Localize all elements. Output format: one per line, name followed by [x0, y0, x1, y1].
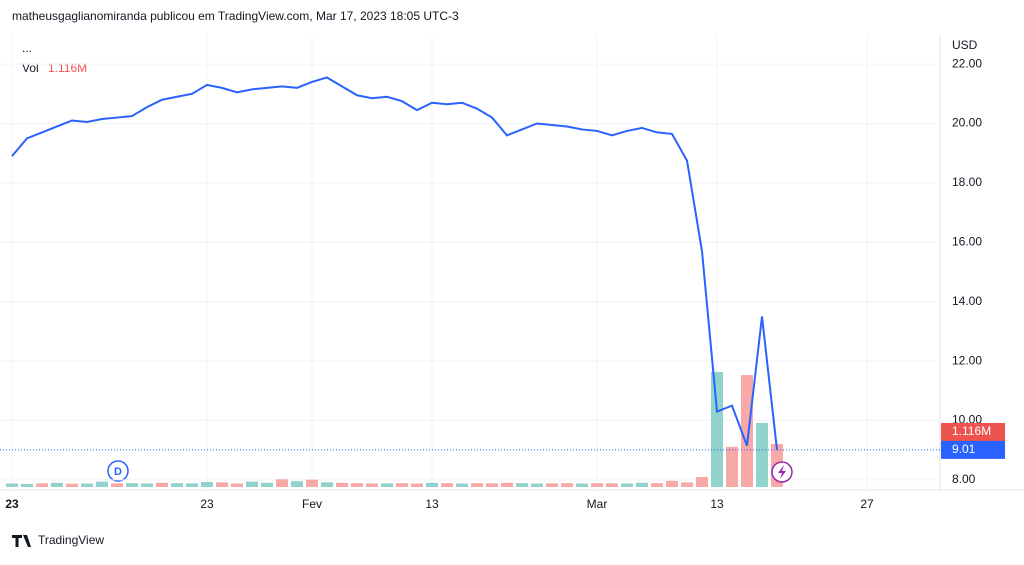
header: matheusgaglianomiranda publicou em Tradi…: [12, 9, 459, 23]
volume-bar: [666, 480, 678, 487]
y-tick-label: 18.00: [952, 175, 982, 189]
volume-bar: [546, 483, 558, 487]
volume-bar: [561, 483, 573, 487]
volume-bar: [6, 483, 18, 487]
x-tick-label: 23: [5, 497, 19, 511]
x-tick-label: Fev: [302, 497, 322, 511]
price-label-box: [941, 440, 1005, 459]
volume-bar: [591, 483, 603, 487]
volume-bar: [381, 483, 393, 487]
volume-bar: [351, 483, 363, 487]
marks: 8.0010.0012.0014.0016.0018.0020.0022.002…: [0, 35, 1005, 511]
volume-bar: [741, 375, 753, 487]
volume-bar: [276, 479, 288, 487]
currency: USD: [952, 38, 978, 52]
volume-bar: [711, 372, 723, 487]
volume-bar: [651, 483, 663, 487]
volume-bar: [261, 482, 273, 487]
volume-label: 1.116M: [952, 424, 991, 438]
volume-bar: [486, 483, 498, 487]
volume-bar: [396, 483, 408, 487]
dividend-icon[interactable]: [107, 460, 129, 482]
brand[interactable]: TradingView: [38, 533, 104, 547]
volume-bar: [696, 476, 708, 487]
dividend-letter[interactable]: D: [114, 466, 122, 478]
volume-label-box: [941, 423, 1005, 441]
brand-logo: [12, 535, 31, 547]
volume-bar: [231, 483, 243, 487]
y-tick-label: 12.00: [952, 353, 982, 367]
volume-bar: [621, 483, 633, 487]
volume-bar: [441, 483, 453, 487]
volume-bar: [636, 482, 648, 487]
volume-bar: [606, 483, 618, 487]
y-tick-label: 22.00: [952, 56, 982, 70]
volume-bar: [426, 482, 438, 487]
volume-bar: [576, 483, 588, 487]
volume-bar: [501, 482, 513, 487]
volume-bar: [141, 483, 153, 487]
volume-bar: [756, 422, 768, 487]
x-tick-label: 27: [860, 497, 874, 511]
volume-bar: [96, 481, 108, 487]
volume-bar: [81, 483, 93, 487]
volume-bar: [51, 482, 63, 487]
volume-bar: [201, 481, 213, 487]
volume-bar: [66, 483, 78, 487]
volume-bar: [291, 481, 303, 487]
volume-bar: [336, 482, 348, 487]
event-bolt: [778, 465, 786, 479]
volume-bar: [156, 482, 168, 487]
volume-bar: [681, 482, 693, 487]
volume-bar: [726, 446, 738, 487]
y-tick-label: 8.00: [952, 472, 976, 486]
price-line: [11, 76, 778, 450]
volume-bar: [306, 479, 318, 487]
x-tick-label: 13: [425, 497, 439, 511]
volume-bar: [36, 483, 48, 487]
volume-legend-value: 1.116M: [48, 61, 87, 75]
volume-bar: [126, 483, 138, 487]
volume-bar: [246, 481, 258, 487]
x-tick-label: 13: [710, 497, 724, 511]
volume-bar: [531, 483, 543, 487]
menu[interactable]: ...: [22, 41, 32, 55]
volume-bar: [111, 483, 123, 487]
x-tick-label: Mar: [587, 497, 608, 511]
y-tick-label: 16.00: [952, 234, 982, 248]
volume-bar: [366, 483, 378, 487]
volume-bar: [516, 483, 528, 487]
volume-bar: [471, 483, 483, 487]
volume-bar: [411, 483, 423, 487]
volume-bar: [456, 483, 468, 487]
y-tick-label: 20.00: [952, 116, 982, 130]
price-label: 9.01: [952, 442, 976, 456]
volume-bar: [21, 483, 33, 487]
y-tick-label: 14.00: [952, 294, 982, 308]
volume-bar: [321, 482, 333, 487]
volume-bar: [171, 483, 183, 487]
volume-bar: [216, 482, 228, 487]
x-tick-label: 23: [200, 497, 214, 511]
volume-legend: Vol: [22, 61, 39, 75]
volume-bar: [186, 483, 198, 487]
